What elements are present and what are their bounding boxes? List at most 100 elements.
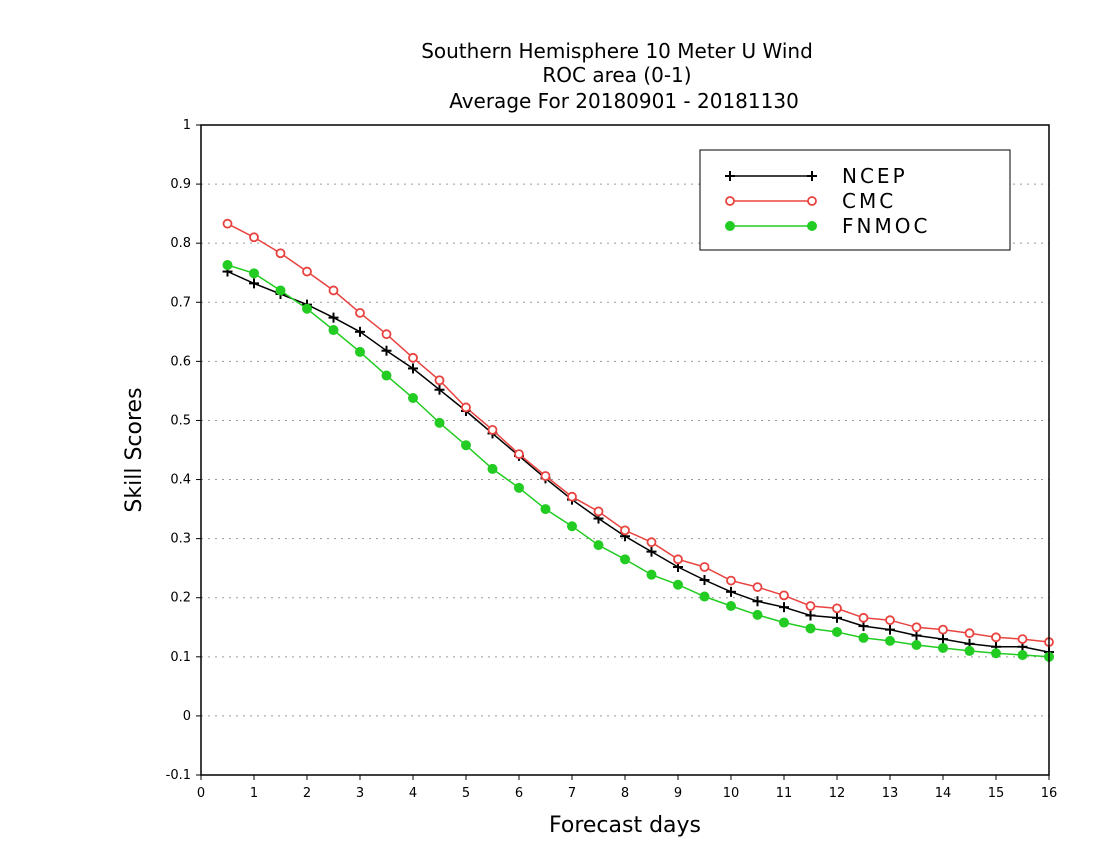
ncep-point: [938, 634, 948, 645]
legend-marker: [807, 196, 817, 206]
cmc-point: [752, 582, 763, 592]
cmc-point: [620, 525, 630, 536]
cmc-point: [249, 232, 259, 243]
fnmoc-point: [355, 346, 365, 357]
ncep-point: [858, 621, 869, 632]
cmc-point: [540, 471, 551, 481]
legend-item-cmc: CMC: [725, 189, 893, 213]
legend-marker: [725, 171, 735, 181]
x-tick-label: 16: [1041, 786, 1058, 801]
ncep-point: [408, 363, 418, 374]
fnmoc-point: [832, 627, 842, 637]
y-tick-label: 0.4: [170, 473, 191, 488]
ncep-point: [381, 345, 392, 356]
fnmoc-point: [381, 370, 392, 381]
fnmoc-point: [1017, 650, 1028, 661]
y-tick-label: 1: [183, 118, 191, 133]
cmc-point: [275, 248, 286, 259]
fnmoc-point: [752, 609, 763, 620]
ncep-point: [885, 624, 895, 635]
y-tick-label: 0.8: [170, 236, 191, 251]
y-tick-label: 0.5: [170, 413, 191, 428]
fnmoc-point: [540, 504, 551, 515]
x-tick-label: 5: [462, 786, 470, 801]
x-tick-label: 2: [303, 786, 311, 801]
chart-title-line-2: ROC area (0-1): [542, 63, 691, 87]
x-tick-label: 15: [988, 786, 1005, 801]
x-tick-label: 3: [356, 786, 364, 801]
chart-title-line-3: Average For 20180901 - 20181130: [449, 89, 799, 113]
x-tick-label: 13: [882, 786, 899, 801]
y-axis-label: Skill Scores: [122, 387, 147, 512]
series-ncep: [222, 266, 1054, 658]
cmc-point: [461, 402, 471, 413]
x-tick-label: 10: [723, 786, 740, 801]
fnmoc-point: [461, 440, 471, 451]
ncep-point: [355, 326, 365, 337]
ncep-point: [249, 278, 259, 289]
x-tick-label: 12: [829, 786, 846, 801]
y-tick-label: 0: [183, 709, 191, 724]
cmc-point: [938, 624, 948, 635]
fnmoc-point: [434, 417, 445, 428]
ncep-point: [832, 612, 842, 623]
legend-marker: [807, 171, 817, 181]
cmc-point: [487, 425, 498, 435]
cmc-point: [381, 329, 392, 340]
grid-lines: [201, 183, 1049, 717]
fnmoc-point: [779, 617, 789, 628]
y-tick-label: 0.6: [170, 354, 191, 369]
ncep-point: [779, 602, 789, 613]
cmc-point: [408, 352, 418, 363]
cmc-point: [832, 603, 842, 614]
legend-label-ncep: NCEP: [842, 164, 908, 188]
cmc-point: [964, 628, 975, 639]
fnmoc-point: [514, 482, 524, 493]
cmc-point: [355, 308, 365, 318]
y-tick-label: 0.2: [170, 591, 191, 606]
fnmoc-point: [699, 591, 710, 602]
cmc-point: [646, 537, 657, 548]
cmc-point: [434, 375, 445, 386]
legend-item-fnmoc: FNMOC: [725, 214, 927, 238]
fnmoc-point: [911, 640, 922, 650]
x-tick-label: 4: [409, 786, 417, 801]
cmc-line: [227, 223, 1050, 643]
cmc-point: [991, 632, 1001, 643]
ncep-point: [328, 312, 339, 323]
cmc-point: [726, 575, 736, 586]
cmc-point: [673, 554, 683, 565]
cmc-point: [1017, 634, 1028, 644]
plot-frame: [200, 124, 1050, 776]
legend-marker: [807, 221, 817, 231]
chart-title: Southern Hemisphere 10 Meter U Wind ROC …: [421, 39, 813, 113]
data-series: [222, 218, 1054, 662]
cmc-point: [567, 491, 577, 502]
legend-marker: [725, 196, 735, 206]
series-cmc: [222, 218, 1054, 647]
legend-item-ncep: NCEP: [725, 164, 908, 188]
fnmoc-point: [938, 642, 948, 653]
x-tick-label: 14: [935, 786, 952, 801]
y-tick-label: 0.7: [170, 295, 191, 310]
cmc-point: [858, 612, 869, 623]
ncep-point: [805, 610, 816, 621]
fnmoc-point: [408, 393, 418, 403]
cmc-point: [328, 285, 339, 296]
fnmoc-line: [227, 264, 1050, 658]
fnmoc-point: [964, 645, 975, 656]
x-tick-label: 9: [674, 786, 682, 801]
y-tick-label: 0.1: [170, 650, 191, 665]
x-axis-label: Forecast days: [549, 813, 701, 838]
cmc-point: [911, 622, 922, 633]
fnmoc-point: [858, 632, 869, 643]
cmc-point: [885, 615, 895, 626]
ncep-point: [726, 586, 736, 597]
fnmoc-point: [275, 285, 286, 296]
x-tick-label: 6: [515, 786, 523, 801]
fnmoc-point: [222, 260, 233, 271]
fnmoc-point: [805, 623, 816, 634]
fnmoc-point: [593, 540, 604, 551]
